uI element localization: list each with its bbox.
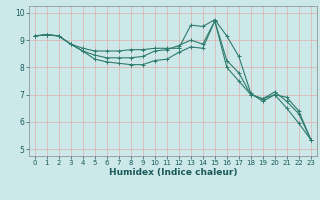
X-axis label: Humidex (Indice chaleur): Humidex (Indice chaleur) <box>108 168 237 177</box>
